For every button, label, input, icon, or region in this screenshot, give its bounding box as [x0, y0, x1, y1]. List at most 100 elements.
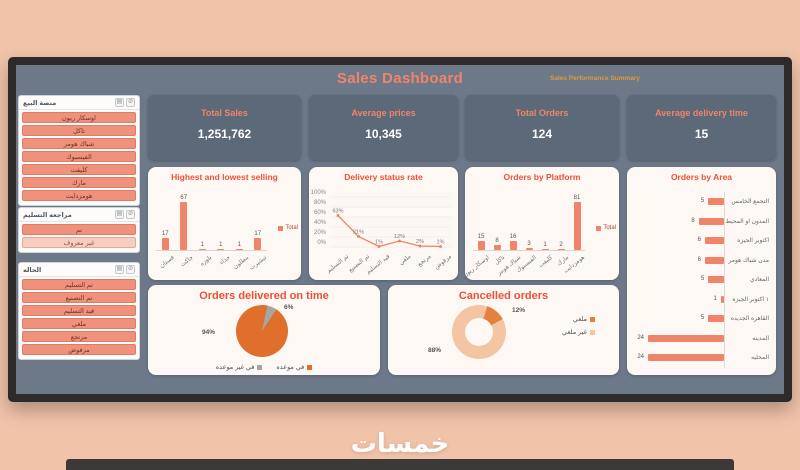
bar-column: 16 — [505, 234, 521, 250]
bar[interactable] — [161, 237, 169, 250]
bar[interactable] — [198, 248, 206, 250]
clear-filter-icon[interactable]: ⊘ — [126, 265, 135, 274]
area-bar[interactable] — [708, 276, 724, 283]
chart-legend: ملغي غير ملغي — [562, 315, 595, 336]
cancelled-orders-donut-chart[interactable] — [452, 305, 506, 359]
clear-filter-icon[interactable]: ⊘ — [126, 210, 135, 219]
horizontal-bar-plot[interactable]: 5 التجمع الخامس 8 المدون او المحيط 6 اكتوبر ا… — [632, 192, 771, 369]
bar[interactable] — [541, 248, 549, 250]
slicer-item[interactable]: مرتجع — [22, 331, 136, 342]
donut-small-slice-label: 12% — [512, 307, 526, 314]
x-axis-labels: اوسكار ريون تاكل شباك هومر الفيسبوك كليفت مار… — [462, 253, 586, 279]
x-label-slot: هومزدايت — [563, 253, 586, 275]
area-label: التجمع الخامس — [731, 199, 769, 206]
x-axis-label: تيشيرت — [249, 254, 269, 272]
bar-column: 8 — [489, 238, 505, 250]
area-row: 6 مدن شباك هومر — [632, 250, 771, 270]
area-label: مدن شباك هومر — [728, 257, 769, 264]
bar-column: 17 — [249, 231, 268, 250]
area-bar[interactable] — [705, 256, 724, 264]
kpi-value: 10,345 — [365, 127, 402, 141]
bar[interactable] — [573, 202, 581, 250]
area-row: 5 القاهره الجديده — [632, 309, 771, 329]
area-bar[interactable] — [720, 295, 724, 303]
bar[interactable] — [509, 240, 517, 250]
x-axis-label: كليفت — [538, 254, 555, 270]
slicer-item[interactable]: الفيسبوك — [22, 151, 136, 162]
bar-value-label: 6 — [697, 237, 701, 243]
x-axis-label: جاكت — [179, 254, 195, 269]
delivery-status-line-chart[interactable]: 63% 21% 1% 12% 2% 1% — [328, 193, 452, 249]
bar[interactable] — [180, 202, 188, 250]
slicer-item[interactable]: شباك هومر — [22, 138, 136, 149]
slicer-item[interactable]: مارك — [22, 177, 136, 188]
slicer-item[interactable]: هومزدايت — [22, 190, 136, 201]
bar[interactable] — [254, 237, 262, 250]
area-bar[interactable] — [698, 217, 724, 225]
x-label-slot: مرفوض — [431, 252, 453, 272]
x-axis-label: فستان — [159, 254, 176, 270]
clear-filter-icon[interactable]: ⊘ — [126, 98, 135, 107]
slicer-item[interactable]: مرفوض — [22, 344, 136, 355]
slicer-delivery-review: مراجعه التسليم ▤ ⊘ تم غير معروف — [18, 207, 140, 253]
x-axis-label: بنطلون — [232, 254, 250, 271]
bar-value-label: 1 — [543, 241, 547, 248]
on-time-pie-chart[interactable] — [236, 305, 288, 357]
bar[interactable] — [477, 241, 485, 250]
kpi-total-sales: Total Sales 1,251,762 — [148, 95, 301, 160]
bar[interactable] — [557, 248, 565, 250]
area-row: 1 ١ اكتوبر الجيزه — [632, 289, 771, 309]
slicer-item[interactable]: تاكل — [22, 125, 136, 136]
monitor-frame: Sales Dashboard Sales Performance Summar… — [8, 57, 792, 402]
slicer-item[interactable]: تم — [22, 224, 136, 235]
area-bar[interactable] — [708, 198, 724, 205]
area-row: 8 المدون او المحيط — [632, 211, 771, 231]
chart-card-orders-by-area: Orders by Area 5 التجمع الخامس 8 المدون او … — [627, 167, 776, 375]
slicer-item[interactable]: غير معروف — [22, 237, 136, 248]
bar-column: 1 — [537, 241, 553, 250]
monitor-base — [66, 459, 734, 470]
slicer-item[interactable]: ملغي — [22, 318, 136, 329]
bar-column: 1 — [230, 242, 249, 250]
kpi-average-delivery-time: Average delivery time 15 — [627, 95, 776, 160]
svg-text:21%: 21% — [353, 230, 364, 236]
bar[interactable] — [217, 248, 225, 250]
multi-select-icon[interactable]: ▤ — [115, 98, 124, 107]
kpi-value: 124 — [531, 127, 553, 141]
chart-legend: Total — [278, 225, 298, 231]
area-bar[interactable] — [705, 237, 724, 244]
x-axis-label: اوسكار ريون — [461, 254, 491, 279]
bar-value-label: 67 — [180, 195, 188, 201]
chart-card-delivery-status-rate: Delivery status rate 100% 80% 60% 40% 20% 0% … — [309, 167, 458, 280]
slicer-items: اوسكار ريون تاكل شباك هومر الفيسبوك كليفت مار… — [19, 112, 139, 201]
slicer-item[interactable]: قيد التسليم — [22, 305, 136, 316]
svg-text:12%: 12% — [394, 234, 405, 240]
area-bar[interactable] — [648, 334, 724, 342]
chart-title: Delivery status rate — [344, 172, 423, 182]
dashboard: Sales Dashboard Sales Performance Summar… — [16, 65, 784, 394]
chart-title: Orders by Area — [670, 172, 733, 182]
area-row: 5 المعادي — [632, 270, 771, 290]
legend-label: في غير موعده — [215, 364, 255, 371]
bar-chart-plot[interactable]: 17 67 1 1 1 17 — [156, 193, 267, 251]
legend-marker — [278, 225, 284, 231]
slicer-item[interactable]: تم التسليم — [22, 279, 136, 290]
pie-small-slice-label: 6% — [284, 304, 294, 311]
area-bar[interactable] — [708, 315, 724, 322]
kpi-label: Average prices — [351, 108, 416, 118]
bar-chart-plot[interactable]: 15 8 16 3 1 2 81 — [473, 193, 585, 251]
kpi-value: 15 — [694, 127, 709, 141]
bar[interactable] — [235, 248, 243, 250]
chart-card-highest-lowest-selling: Highest and lowest selling 17 67 1 1 1 17 فست… — [148, 167, 301, 280]
area-bar[interactable] — [648, 354, 724, 361]
multi-select-icon[interactable]: ▤ — [115, 265, 124, 274]
multi-select-icon[interactable]: ▤ — [115, 210, 124, 219]
bar[interactable] — [525, 248, 533, 250]
x-label-slot: حذاء — [212, 253, 232, 273]
bar[interactable] — [493, 245, 501, 250]
slicer-title: منصة البيع — [23, 99, 57, 107]
slicer-item[interactable]: تم التصنيع — [22, 292, 136, 303]
x-label-slot: تم التسليم — [326, 252, 350, 275]
slicer-item[interactable]: كليفت — [22, 164, 136, 175]
slicer-item[interactable]: اوسكار ريون — [22, 112, 136, 123]
